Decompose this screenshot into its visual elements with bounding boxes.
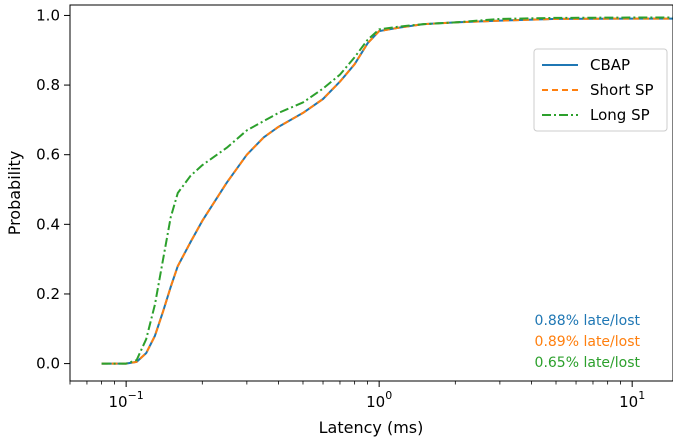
x-axis-label: Latency (ms) xyxy=(319,418,424,437)
y-tick-label: 0.6 xyxy=(36,146,60,164)
series-line-short-sp xyxy=(101,17,673,365)
plot-frame xyxy=(69,4,673,382)
annotation-cbap: 0.88% late/lost xyxy=(535,313,641,329)
series-layer xyxy=(101,16,673,365)
y-tick-label: 0.8 xyxy=(36,76,60,94)
y-tick-label: 0.2 xyxy=(36,285,60,303)
y-axis-label: Probability xyxy=(5,151,24,236)
annotation-short-sp: 0.89% late/lost xyxy=(535,334,641,350)
series-line-long-sp xyxy=(101,16,673,365)
legend-label-short-sp: Short SP xyxy=(590,81,654,99)
y-tick-label: 0.0 xyxy=(36,355,60,373)
x-tick-label: 10−1 xyxy=(108,389,143,411)
legend-box xyxy=(533,48,668,132)
legend-label-cbap: CBAP xyxy=(590,56,630,74)
legend: CBAP Short SP Long SP xyxy=(533,48,668,132)
x-tick-label: 100 xyxy=(366,389,392,411)
y-tick-label: 1.0 xyxy=(36,6,60,24)
x-tick-label: 101 xyxy=(619,389,645,411)
ticks-layer: 10−1 100 101 0.0 0.2 0.4 0.6 0.8 1.0 xyxy=(36,6,645,411)
y-tick-label: 0.4 xyxy=(36,215,60,233)
annotation-long-sp: 0.65% late/lost xyxy=(535,355,641,371)
legend-label-long-sp: Long SP xyxy=(590,106,650,124)
